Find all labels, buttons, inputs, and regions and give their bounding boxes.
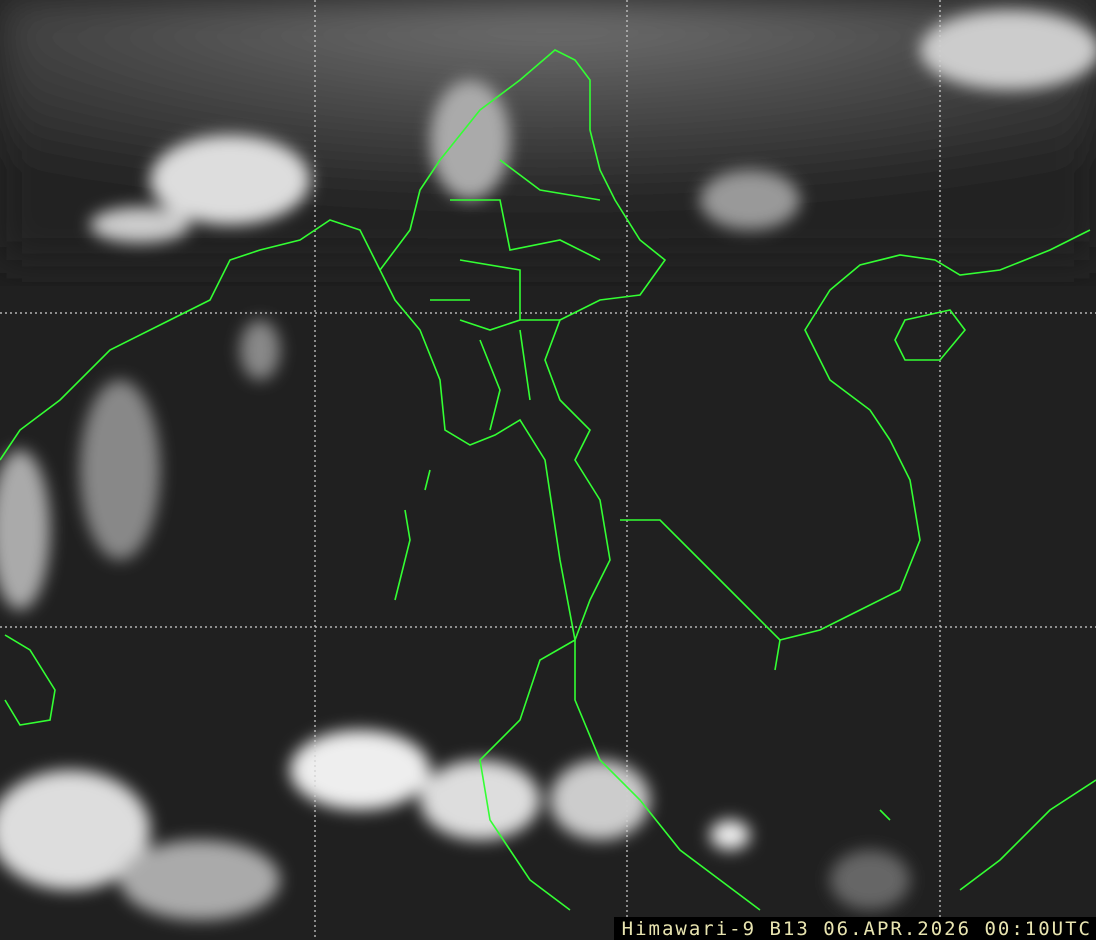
- sri-lanka: [4, 634, 56, 726]
- vietnam-coast: [774, 229, 1091, 671]
- clouds: [0, 0, 1096, 920]
- sumatra-borneo: [879, 779, 1096, 891]
- india-bangladesh-coast: [0, 219, 381, 461]
- thailand-malay: [479, 519, 781, 911]
- myanmar-outline: [379, 49, 667, 643]
- andaman-islands: [394, 469, 431, 601]
- borders: [0, 49, 1096, 911]
- image-caption: Himawari-9 B13 06.APR.2026 00:10UTC: [613, 917, 1096, 940]
- myanmar-regions: [430, 159, 601, 431]
- hainan: [894, 309, 967, 361]
